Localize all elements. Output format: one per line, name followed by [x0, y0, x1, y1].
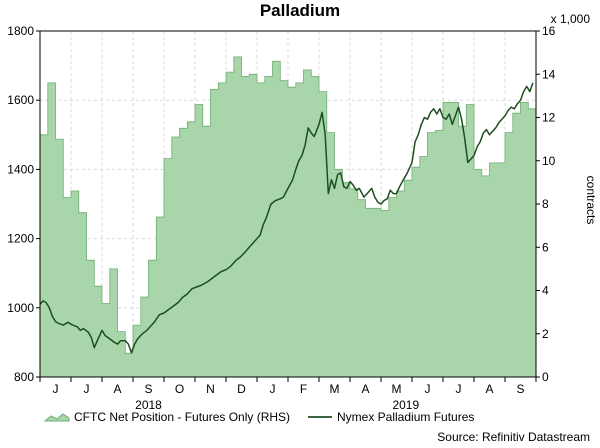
- x-axis-month-label: O: [175, 382, 184, 396]
- right-axis-multiplier: x 1,000: [551, 12, 591, 26]
- x-axis-month-label: J: [425, 382, 431, 396]
- line-series-nymex: [39, 82, 534, 354]
- right-axis-label: 6: [542, 240, 549, 254]
- x-axis-month-label: N: [206, 382, 215, 396]
- left-axis-label: 1600: [7, 93, 34, 107]
- source-note: Source: Refinitiv Datastream: [437, 430, 590, 444]
- legend-area-swatch: [43, 413, 70, 422]
- x-axis-month-label: J: [84, 382, 90, 396]
- x-axis-month-label: J: [456, 382, 462, 396]
- right-axis-label: 0: [542, 370, 549, 384]
- x-axis-month-label: S: [516, 382, 524, 396]
- left-axis-label: 800: [14, 370, 34, 384]
- left-axis-label: 1000: [7, 301, 34, 315]
- plot-area: [39, 31, 537, 378]
- left-axis-label: 1200: [7, 232, 34, 246]
- x-axis-month-label: S: [144, 382, 152, 396]
- x-axis-month-label: A: [361, 382, 369, 396]
- right-axis-label: 2: [542, 327, 549, 341]
- x-axis-month-label: J: [53, 382, 59, 396]
- right-axis-title: contracts: [584, 176, 598, 225]
- area-series-cftc: [39, 56, 537, 378]
- right-axis-label: 12: [542, 111, 556, 125]
- right-axis-label: 16: [542, 24, 556, 38]
- legend-item-cftc: CFTC Net Position - Futures Only (RHS): [43, 410, 290, 424]
- right-axis-label: 14: [542, 67, 556, 81]
- x-axis-month-label: A: [113, 382, 121, 396]
- x-axis-year-label: 2018: [135, 398, 162, 412]
- x-axis-month-label: J: [270, 382, 276, 396]
- legend-label-nymex: Nymex Palladium Futures: [337, 410, 474, 424]
- chart-title: Palladium: [260, 1, 340, 20]
- right-axis-label: 4: [542, 284, 549, 298]
- x-axis-month-label: F: [300, 382, 307, 396]
- right-axis-label: 10: [542, 154, 556, 168]
- x-axis-month-label: M: [392, 382, 402, 396]
- x-axis-month-label: A: [485, 382, 493, 396]
- x-axis-month-label: M: [330, 382, 340, 396]
- axes: 800 1000 1200 1400 1600 1800 0 2 4 6 8 10 12 14 16 J J A S…: [7, 24, 555, 412]
- legend: CFTC Net Position - Futures Only (RHS) N…: [43, 410, 474, 424]
- x-axis-year-label: 2019: [392, 398, 419, 412]
- right-axis-label: 8: [542, 197, 549, 211]
- left-axis-label: 1400: [7, 162, 34, 176]
- left-axis-label: 1800: [7, 24, 34, 38]
- legend-item-nymex: Nymex Palladium Futures: [308, 410, 474, 424]
- legend-label-cftc: CFTC Net Position - Futures Only (RHS): [74, 410, 290, 424]
- x-axis-month-label: D: [237, 382, 246, 396]
